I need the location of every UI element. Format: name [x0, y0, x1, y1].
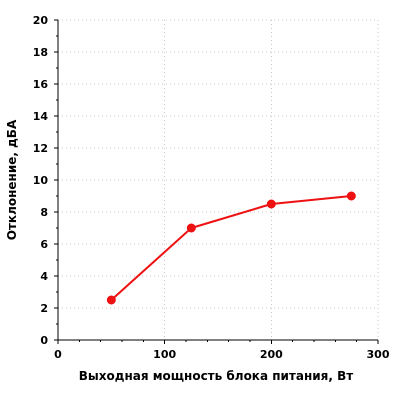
series-layer [106, 191, 356, 305]
x-tick-label: 100 [153, 348, 176, 361]
data-point [346, 191, 356, 201]
y-tick-label: 14 [33, 110, 49, 123]
data-point [106, 295, 116, 305]
y-tick-label: 18 [33, 46, 48, 59]
x-tick-label: 200 [260, 348, 283, 361]
y-axis-title: Отклонение, дБА [5, 119, 19, 240]
y-tick-label: 8 [40, 206, 48, 219]
grid-layer [58, 19, 379, 340]
y-tick-label: 12 [33, 142, 48, 155]
y-tick-label: 2 [40, 302, 48, 315]
y-tick-label: 4 [40, 270, 48, 283]
y-tick-label: 6 [40, 238, 48, 251]
x-tick-label: 0 [54, 348, 62, 361]
tick-layer: 0 100 200 300 0 2 4 6 8 10 12 14 16 18 20 [33, 14, 390, 361]
y-tick-label: 10 [33, 174, 49, 187]
x-tick-label: 300 [367, 348, 390, 361]
series-line [110, 195, 352, 301]
x-axis-title: Выходная мощность блока питания, Вт [79, 369, 354, 383]
y-tick-label: 16 [33, 78, 49, 91]
y-tick-label: 20 [33, 14, 49, 27]
data-point [186, 223, 196, 233]
y-tick-label: 0 [40, 334, 48, 347]
data-point [266, 199, 276, 209]
